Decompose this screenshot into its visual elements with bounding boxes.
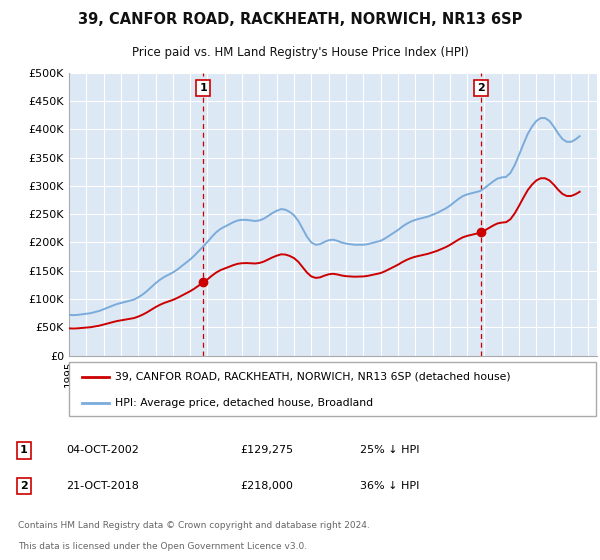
Text: 1: 1 [199,83,207,94]
Text: 2: 2 [477,83,485,94]
Text: 36% ↓ HPI: 36% ↓ HPI [360,481,419,491]
Text: HPI: Average price, detached house, Broadland: HPI: Average price, detached house, Broa… [115,398,374,408]
Text: £218,000: £218,000 [240,481,293,491]
Text: 39, CANFOR ROAD, RACKHEATH, NORWICH, NR13 6SP (detached house): 39, CANFOR ROAD, RACKHEATH, NORWICH, NR1… [115,372,511,382]
Text: 25% ↓ HPI: 25% ↓ HPI [360,445,419,455]
Text: 2: 2 [20,481,28,491]
Text: £129,275: £129,275 [240,445,293,455]
FancyBboxPatch shape [69,362,596,416]
Text: Contains HM Land Registry data © Crown copyright and database right 2024.: Contains HM Land Registry data © Crown c… [18,521,370,530]
Text: 21-OCT-2018: 21-OCT-2018 [66,481,139,491]
Text: 04-OCT-2002: 04-OCT-2002 [66,445,139,455]
Text: 39, CANFOR ROAD, RACKHEATH, NORWICH, NR13 6SP: 39, CANFOR ROAD, RACKHEATH, NORWICH, NR1… [78,12,522,27]
Text: This data is licensed under the Open Government Licence v3.0.: This data is licensed under the Open Gov… [18,542,307,551]
Text: 1: 1 [20,445,28,455]
Text: Price paid vs. HM Land Registry's House Price Index (HPI): Price paid vs. HM Land Registry's House … [131,45,469,59]
